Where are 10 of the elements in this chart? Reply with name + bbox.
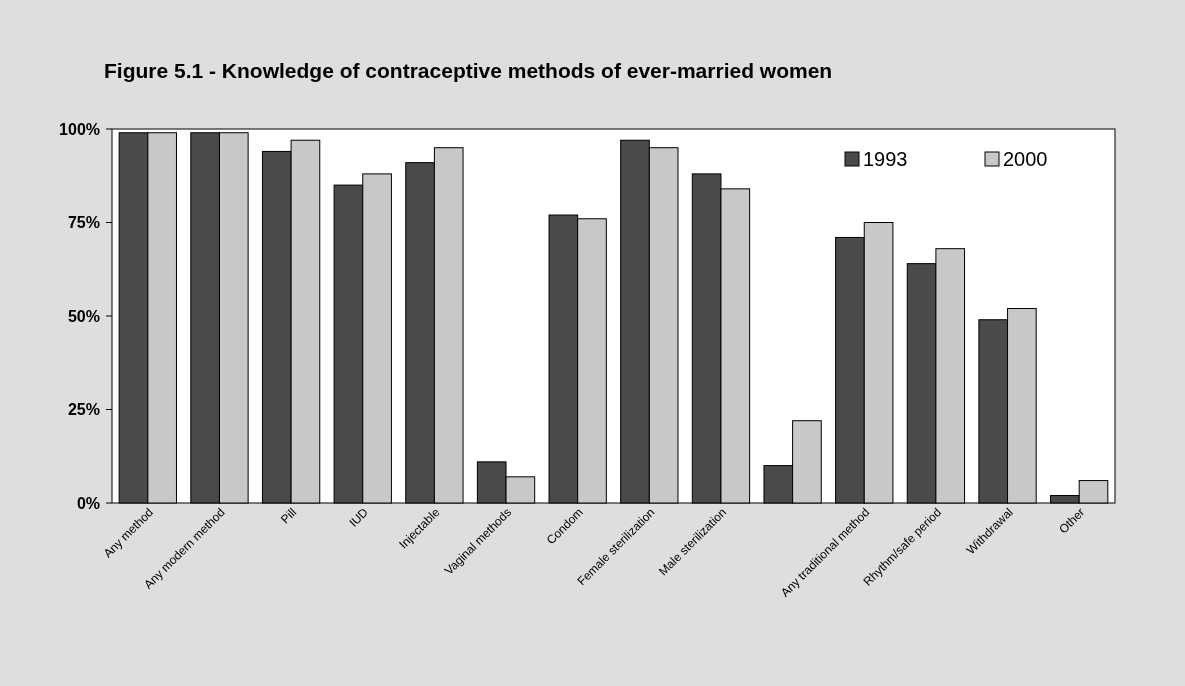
legend-label: 1993 [863,148,908,170]
y-tick-label: 25% [67,401,100,419]
y-tick-label: 0% [76,494,100,512]
x-tick-label: IUD [346,504,372,530]
y-tick-label: 100% [59,120,100,138]
x-tick-label: Pill [278,505,300,527]
y-tick-label: 75% [67,214,100,232]
legend-label: 2000 [1003,148,1048,170]
chart-title: Figure 5.1 - Knowledge of contraceptive methods of ever-married women [104,59,833,82]
y-tick-label: 50% [67,307,100,325]
